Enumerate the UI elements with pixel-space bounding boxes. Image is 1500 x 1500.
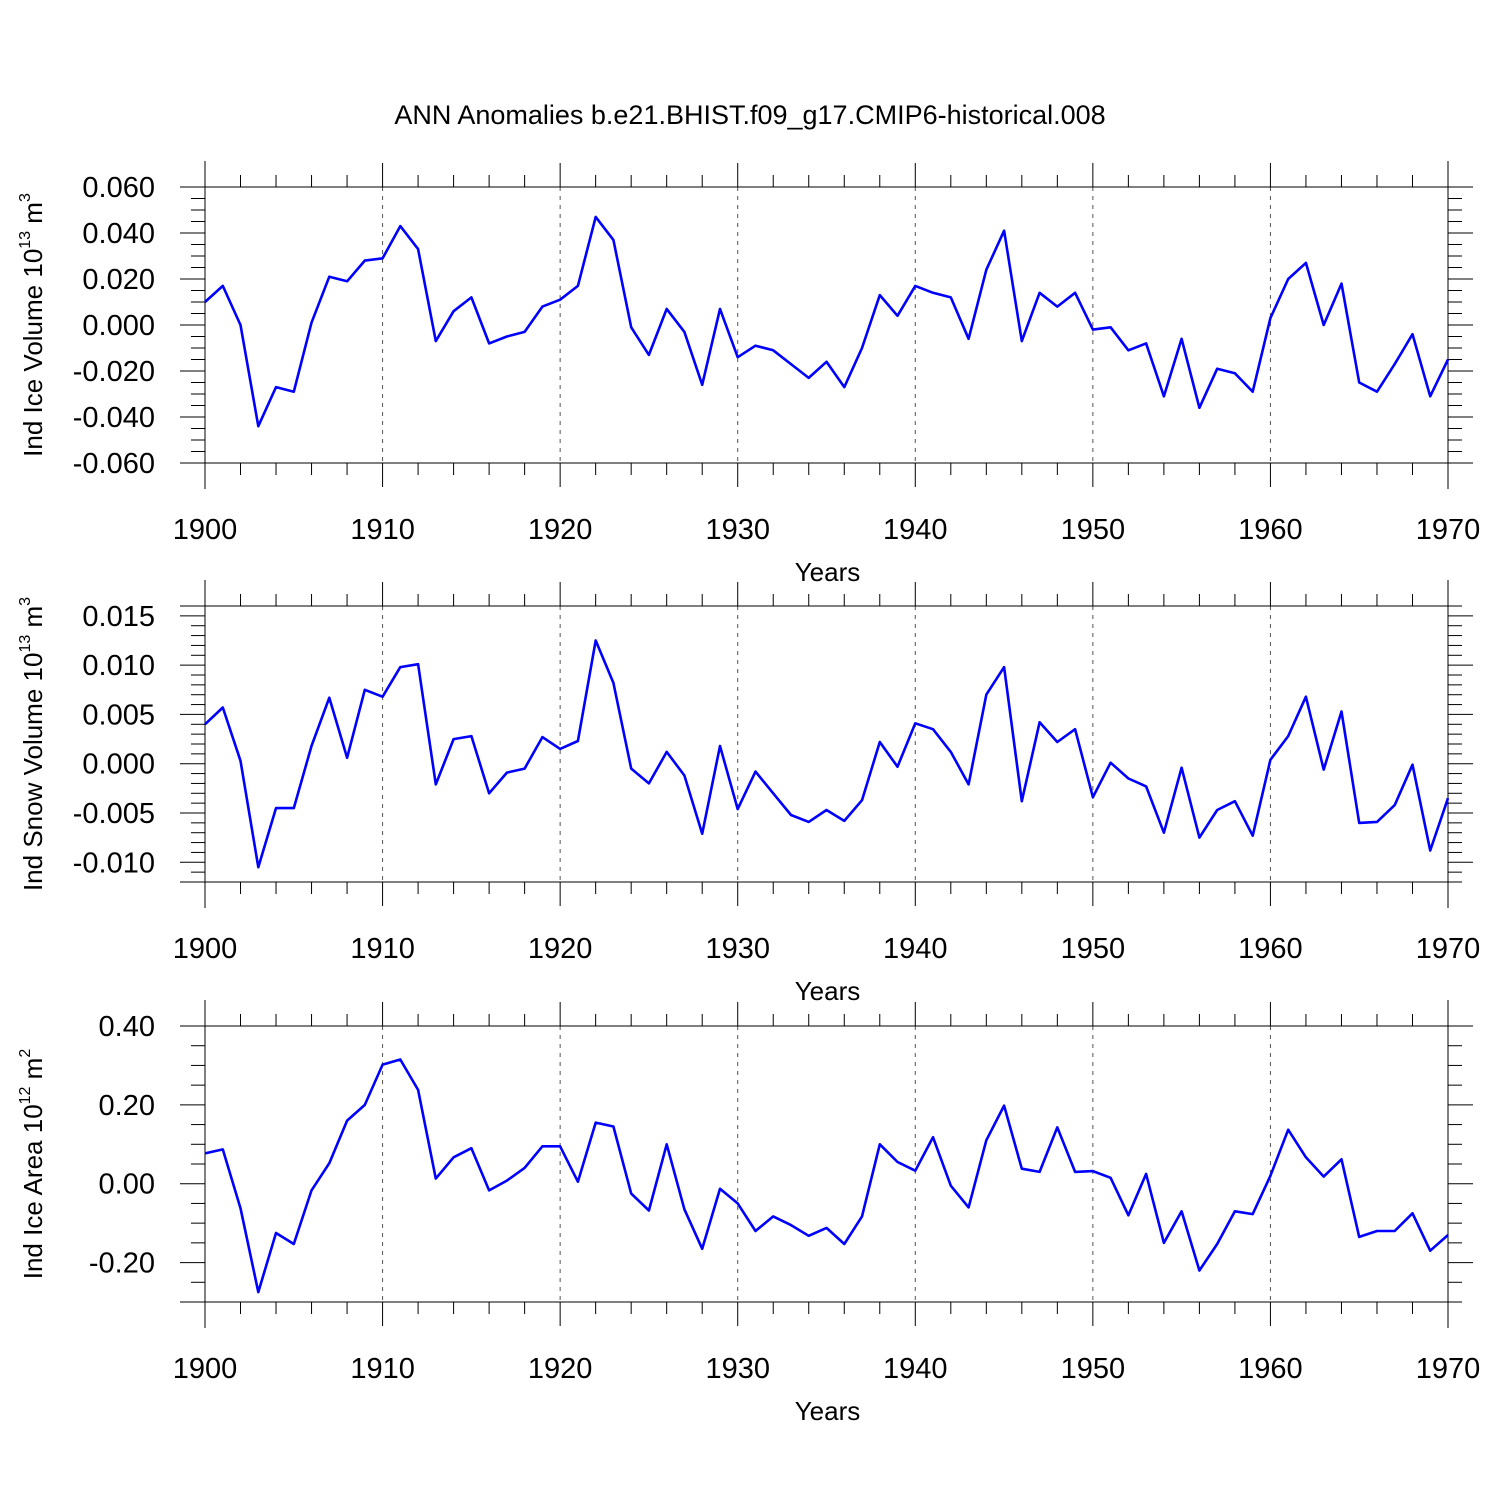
y-axis-label-superscript: 3 xyxy=(17,597,34,606)
xtick-label-1930: 1930 xyxy=(705,933,770,965)
series-line-1 xyxy=(204,215,1450,428)
xtick-label-1950: 1950 xyxy=(1061,1353,1126,1385)
y-axis-label-superscript: 12 xyxy=(17,1086,34,1104)
ytick-label: -0.060 xyxy=(73,448,155,480)
xtick-label-1920: 1920 xyxy=(528,514,593,546)
y-axis-label-text: m xyxy=(18,606,48,635)
chart-panel-2: 1900 1910 1920 1930 1940 1950 1960 1970 -0.010 -0… xyxy=(17,580,1480,1006)
xtick-label-1940: 1940 xyxy=(883,933,948,965)
y-axis-label-text: m xyxy=(18,1058,48,1087)
xtick-label-1930: 1930 xyxy=(705,1353,770,1385)
ytick-label: 0.015 xyxy=(82,601,155,633)
ytick-label: 0.020 xyxy=(82,264,155,296)
figure-title: ANN Anomalies b.e21.BHIST.f09_g17.CMIP6-… xyxy=(394,100,1105,130)
y-axis-label: Ind Ice Volume 1013 m3 xyxy=(17,193,48,457)
y-axis-label: Ind Snow Volume 1013 m3 xyxy=(17,597,48,891)
xtick-label-1940: 1940 xyxy=(883,514,948,546)
xtick-label-1970: 1970 xyxy=(1416,933,1481,965)
y-axis-label-superscript: 2 xyxy=(17,1049,34,1058)
chart-panel-1: 1900 1910 1920 1930 1940 1950 1960 1970 -0.060 -0… xyxy=(17,161,1480,587)
xtick-label-1950: 1950 xyxy=(1061,514,1126,546)
xtick-label-1970: 1970 xyxy=(1416,514,1481,546)
xtick-label-1960: 1960 xyxy=(1238,514,1303,546)
xtick-label-1960: 1960 xyxy=(1238,933,1303,965)
xtick-label-1910: 1910 xyxy=(350,514,415,546)
ytick-label: -0.010 xyxy=(73,847,155,879)
xtick-label-1900: 1900 xyxy=(173,933,238,965)
x-axis-label: Years xyxy=(795,976,861,1006)
ytick-label: -0.040 xyxy=(73,402,155,434)
y-axis-label-text: m xyxy=(18,202,48,231)
ytick-label: 0.060 xyxy=(82,172,155,204)
x-axis-label: Years xyxy=(795,1396,861,1426)
ytick-label: 0.000 xyxy=(82,749,155,781)
xtick-label-1970: 1970 xyxy=(1416,1353,1481,1385)
xtick-label-1920: 1920 xyxy=(528,1353,593,1385)
y-axis-label-text: Ind Snow Volume 10 xyxy=(18,653,48,892)
y-axis-label: Ind Ice Area 1012 m2 xyxy=(17,1049,48,1280)
ytick-label: 0.40 xyxy=(99,1011,155,1043)
ytick-label: 0.20 xyxy=(99,1090,155,1122)
series-line-2 xyxy=(204,639,1450,869)
ytick-label: 0.000 xyxy=(82,310,155,342)
ytick-label: 0.010 xyxy=(82,650,155,682)
y-axis-label-superscript: 13 xyxy=(17,635,34,653)
xtick-label-1900: 1900 xyxy=(173,514,238,546)
xtick-label-1950: 1950 xyxy=(1061,933,1126,965)
ytick-label: 0.00 xyxy=(99,1169,155,1201)
xtick-label-1940: 1940 xyxy=(883,1353,948,1385)
ytick-label: -0.005 xyxy=(73,798,155,830)
ytick-label: 0.040 xyxy=(82,218,155,250)
y-axis-label-superscript: 13 xyxy=(17,231,34,249)
y-axis-label-text: Ind Ice Area 10 xyxy=(18,1104,48,1279)
ytick-label: -0.020 xyxy=(73,356,155,388)
xtick-label-1910: 1910 xyxy=(350,1353,415,1385)
x-axis-label: Years xyxy=(795,557,861,587)
xtick-label-1920: 1920 xyxy=(528,933,593,965)
series-line-3 xyxy=(204,1058,1449,1294)
y-axis-label-text: Ind Ice Volume 10 xyxy=(18,249,48,457)
ytick-label: 0.005 xyxy=(82,699,155,731)
chart-panel-3: 1900 1910 1920 1930 1940 1950 1960 1970 -0.20 0.0… xyxy=(17,1000,1480,1426)
xtick-label-1960: 1960 xyxy=(1238,1353,1303,1385)
ytick-label: -0.20 xyxy=(89,1248,155,1280)
y-axis-label-superscript: 3 xyxy=(17,193,34,202)
xtick-label-1930: 1930 xyxy=(705,514,770,546)
panels: 1900 1910 1920 1930 1940 1950 1960 1970 -0.060 -0… xyxy=(17,161,1480,1426)
xtick-label-1900: 1900 xyxy=(173,1353,238,1385)
xtick-label-1910: 1910 xyxy=(350,933,415,965)
